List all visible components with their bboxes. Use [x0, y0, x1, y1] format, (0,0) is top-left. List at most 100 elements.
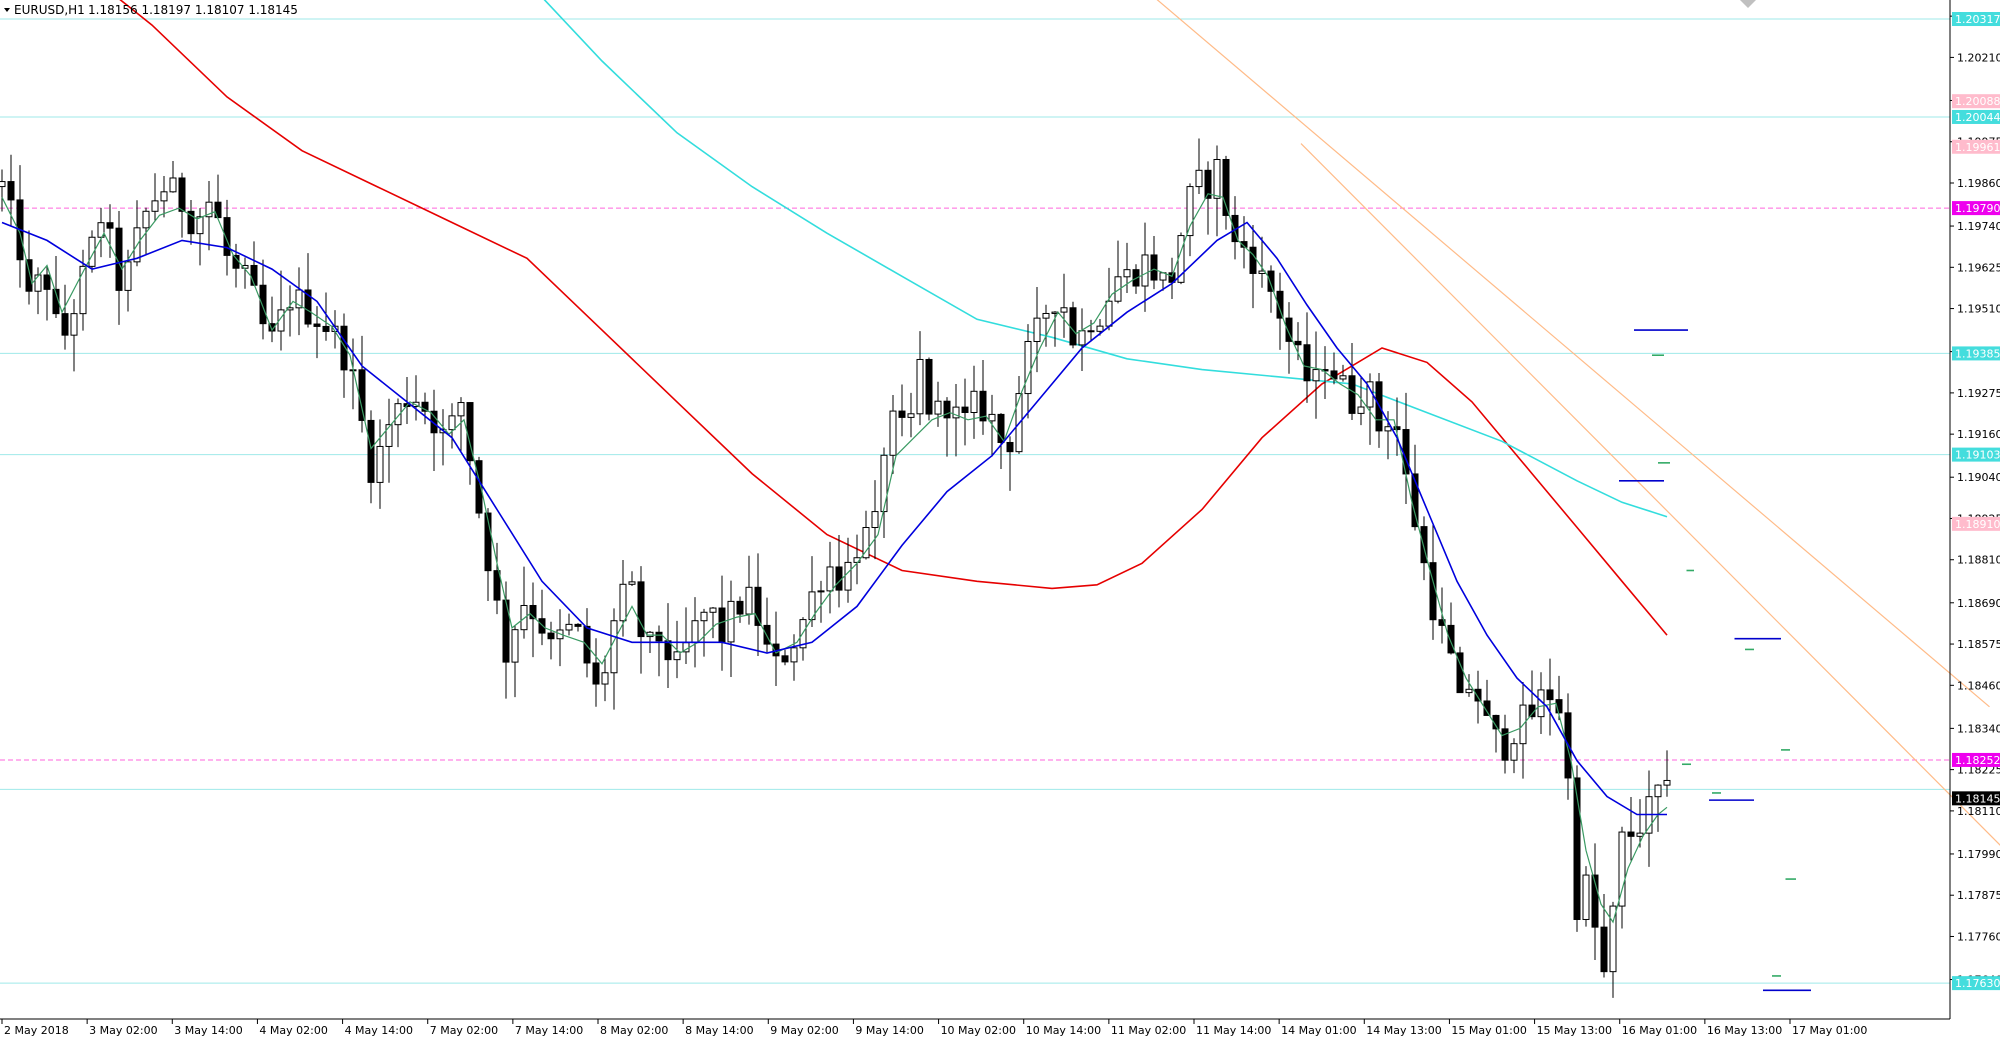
candle-body	[493, 570, 501, 601]
time-tick-label: 11 May 14:00	[1196, 1024, 1271, 1037]
candle-body	[862, 527, 870, 559]
price-tick-label: 1.17990	[1957, 848, 2000, 861]
candle-body	[151, 200, 159, 212]
candle-body	[952, 406, 960, 419]
time-tick-label: 15 May 13:00	[1537, 1024, 1612, 1037]
price-tag-box	[1952, 12, 2000, 27]
candle-body	[187, 210, 195, 235]
time-tick-label: 8 May 14:00	[685, 1024, 753, 1037]
time-tick-label: 9 May 14:00	[855, 1024, 923, 1037]
candle-body	[817, 590, 825, 593]
candle-body	[97, 222, 105, 238]
price-tick-label: 1.18690	[1957, 597, 2000, 610]
candle-body	[1420, 526, 1428, 564]
candle-body	[1213, 158, 1221, 199]
trendline	[1300, 143, 2000, 846]
candle-body	[1033, 317, 1041, 342]
ma-mid-line	[1, 221, 1667, 816]
candle-body	[313, 323, 321, 327]
candle-body	[124, 261, 132, 291]
price-tag-label: 1.17630	[1955, 977, 2000, 990]
candle-body	[943, 400, 951, 419]
chart-header: EURUSD,H1 1.18156 1.18197 1.18107 1.1814…	[4, 3, 298, 17]
candle-body	[655, 631, 663, 642]
candle-body	[1096, 325, 1104, 332]
candle-body	[835, 566, 843, 591]
candle-body	[1546, 689, 1554, 701]
candle-body	[70, 313, 78, 336]
price-tag-box	[1952, 447, 2000, 462]
candle-body	[160, 191, 168, 202]
candle-body	[259, 284, 267, 325]
candle-body	[511, 629, 519, 663]
candle-body	[1186, 186, 1194, 237]
price-tick-label: 1.18810	[1957, 554, 2000, 567]
candle-body	[1249, 246, 1257, 274]
candle-body	[1087, 330, 1095, 333]
chart-shift-marker-icon[interactable]	[1740, 0, 1756, 8]
candle-body	[61, 313, 69, 336]
candle-body	[1042, 312, 1050, 319]
candle-body	[484, 512, 492, 572]
ma-fast-line	[1, 193, 1668, 924]
time-tick-label: 14 May 13:00	[1366, 1024, 1441, 1037]
candle-body	[322, 325, 330, 332]
time-tick-label: 14 May 01:00	[1281, 1024, 1356, 1037]
price-tag-label: 1.20317	[1955, 13, 2000, 26]
candle-body	[889, 410, 897, 456]
candle-body	[1429, 562, 1437, 621]
candle-body	[304, 289, 312, 325]
candle-body	[385, 424, 393, 447]
candle-body	[232, 254, 240, 269]
price-tick-label: 1.17760	[1957, 930, 2000, 943]
candle-body	[34, 274, 42, 292]
time-tick-label: 3 May 14:00	[174, 1024, 242, 1037]
candle-body	[1168, 272, 1176, 283]
candle-body	[1465, 688, 1473, 694]
candle-body	[196, 216, 204, 235]
candle-body	[1357, 406, 1365, 414]
candle-body	[1141, 254, 1149, 287]
candle-body	[745, 586, 753, 615]
horizontal-levels	[0, 18, 1950, 984]
swing-levels	[1619, 329, 1811, 992]
time-tick-label: 7 May 14:00	[515, 1024, 583, 1037]
time-axis: 2 May 2018 3 May 02:00 3 May 14:00 4 May 02…	[1, 1019, 1867, 1037]
candle-body	[925, 358, 933, 415]
candle-body	[538, 618, 546, 634]
candle-body	[583, 625, 591, 664]
candle-body	[1267, 270, 1275, 292]
candle-body	[1384, 426, 1392, 432]
candle-body	[43, 274, 51, 290]
candle-body	[871, 511, 879, 529]
candle-body	[997, 413, 1005, 443]
candle-body	[25, 259, 33, 292]
candle-body	[1222, 158, 1230, 216]
price-tag-box	[1952, 752, 2000, 767]
candle-body	[547, 632, 555, 640]
candle-body	[178, 177, 186, 212]
candle-body	[1312, 369, 1320, 382]
current-price-box	[1952, 791, 2000, 806]
price-tag-box	[1952, 94, 2000, 109]
candle-body	[1240, 241, 1248, 248]
candle-body	[1150, 254, 1158, 281]
candle-body	[1393, 426, 1401, 431]
candle-body	[1006, 441, 1014, 453]
candle-body	[1348, 375, 1356, 414]
candle-body	[1105, 300, 1113, 327]
current-price-label: 1.18145	[1955, 792, 2000, 805]
time-tick-label: 9 May 02:00	[770, 1024, 838, 1037]
candle-body	[691, 620, 699, 644]
price-tick-label: 1.19740	[1957, 220, 2000, 233]
candle-body	[934, 400, 942, 415]
dropdown-triangle-icon[interactable]	[4, 8, 10, 12]
candle-body	[106, 222, 114, 229]
time-tick-label: 4 May 02:00	[259, 1024, 327, 1037]
candle-body	[367, 419, 375, 483]
candle-body	[223, 217, 231, 256]
candle-body	[1294, 340, 1302, 346]
candle-body	[646, 631, 654, 638]
